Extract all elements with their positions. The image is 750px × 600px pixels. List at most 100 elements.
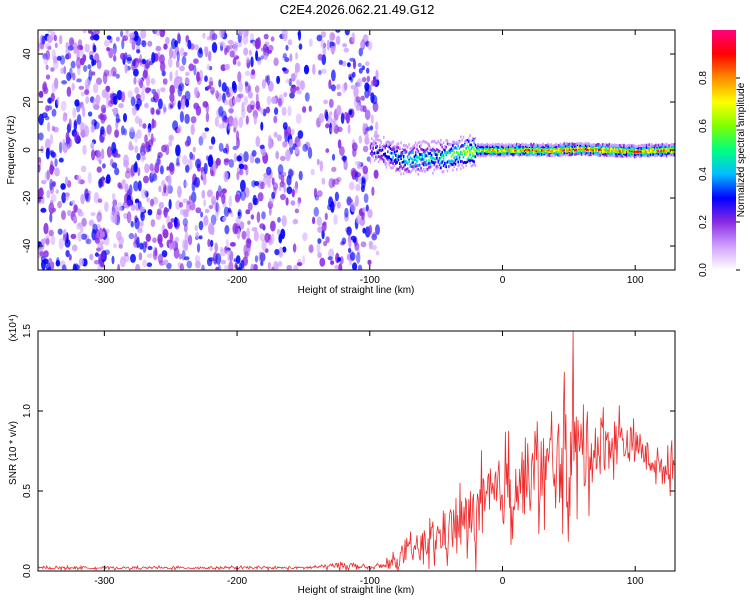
- heatmap-cell: [635, 151, 637, 155]
- heatmap-cell: [466, 139, 469, 142]
- heatmap-cell: [70, 233, 77, 240]
- heatmap-cell: [498, 146, 501, 149]
- heatmap-cell: [501, 149, 503, 152]
- heatmap-cell: [648, 143, 651, 147]
- heatmap-cell: [486, 150, 489, 154]
- heatmap-cell: [430, 153, 433, 157]
- heatmap-cell: [206, 36, 211, 41]
- heatmap-cell: [525, 148, 527, 151]
- heatmap-cell: [143, 175, 149, 184]
- heatmap-cell: [357, 177, 363, 185]
- heatmap-cell: [599, 148, 601, 151]
- heatmap-cell: [256, 57, 261, 62]
- heatmap-cell: [444, 145, 446, 148]
- heatmap-cell: [672, 150, 674, 154]
- heatmap-cell: [243, 151, 249, 163]
- heatmap-cell: [633, 144, 636, 148]
- heatmap-cell: [620, 148, 623, 152]
- heatmap-cell: [510, 152, 512, 156]
- heatmap-cell: [196, 76, 202, 85]
- heatmap-cell: [237, 93, 244, 99]
- heatmap-cell: [393, 152, 396, 155]
- heatmap-cell: [96, 77, 102, 85]
- heatmap-cell: [602, 143, 604, 146]
- heatmap-cell: [602, 144, 604, 148]
- heatmap-cell: [236, 137, 240, 149]
- heatmap-cell: [513, 150, 515, 153]
- heatmap-cell: [563, 144, 566, 148]
- heatmap-cell: [671, 150, 673, 154]
- heatmap-cell: [369, 158, 372, 162]
- heatmap-cell: [401, 167, 404, 170]
- heatmap-cell: [514, 148, 516, 152]
- heatmap-cell: [574, 142, 576, 146]
- heatmap-cell: [380, 149, 382, 153]
- heatmap-cell: [409, 164, 412, 168]
- heatmap-cell: [578, 143, 580, 146]
- heatmap-cell: [395, 169, 397, 173]
- heatmap-cell: [503, 154, 506, 158]
- heatmap-cell: [458, 153, 461, 157]
- heatmap-cell: [88, 69, 93, 81]
- heatmap-cell: [665, 151, 668, 154]
- heatmap-cell: [417, 164, 420, 167]
- heatmap-cell: [409, 147, 412, 151]
- heatmap-cell: [651, 145, 653, 149]
- heatmap-cell: [321, 177, 326, 185]
- heatmap-cell: [464, 152, 466, 156]
- heatmap-cell: [380, 163, 382, 166]
- heatmap-cell: [651, 147, 653, 150]
- heatmap-cell: [204, 208, 210, 214]
- heatmap-cell: [369, 160, 372, 164]
- heatmap-cell: [486, 145, 489, 148]
- heatmap-cell: [527, 151, 530, 154]
- heatmap-cell: [334, 191, 339, 202]
- heatmap-cell: [383, 143, 385, 147]
- heatmap-cell: [525, 151, 527, 155]
- y-tick-label: 0.5: [22, 484, 33, 498]
- heatmap-cell: [169, 104, 174, 109]
- heatmap-cell: [41, 196, 45, 204]
- heatmap-cell: [461, 151, 463, 155]
- heatmap-cell: [454, 141, 457, 145]
- heatmap-cell: [297, 141, 302, 148]
- heatmap-cell: [534, 144, 536, 148]
- heatmap-cell: [303, 64, 310, 75]
- heatmap-cell: [279, 181, 285, 188]
- heatmap-cell: [644, 152, 647, 155]
- heatmap-cell: [353, 86, 359, 98]
- heatmap-cell: [66, 72, 72, 82]
- colorbar-tick-label: 0.4: [698, 167, 709, 181]
- heatmap-cell: [616, 145, 619, 149]
- heatmap-cell: [655, 150, 657, 153]
- heatmap-cell: [462, 155, 465, 159]
- heatmap-cell: [39, 251, 44, 257]
- heatmap-cell: [203, 215, 209, 227]
- heatmap-cell: [56, 55, 62, 61]
- heatmap-cell: [462, 161, 465, 165]
- heatmap-cell: [402, 165, 405, 169]
- heatmap-cell: [655, 143, 657, 147]
- heatmap-cell: [97, 198, 103, 203]
- heatmap-cell: [438, 149, 441, 153]
- heatmap-cell: [614, 145, 616, 148]
- heatmap-cell: [375, 69, 379, 81]
- heatmap-cell: [611, 143, 613, 147]
- heatmap-cell: [45, 138, 51, 151]
- heatmap-cell: [555, 142, 558, 146]
- y-tick-label: 0.0: [22, 564, 33, 578]
- heatmap-cell: [409, 170, 412, 174]
- heatmap-cell: [273, 186, 277, 196]
- heatmap-cell: [582, 143, 584, 146]
- heatmap-cell: [429, 165, 432, 169]
- heatmap-cell: [661, 149, 664, 153]
- heatmap-cell: [335, 35, 341, 45]
- heatmap-cell: [366, 67, 370, 74]
- heatmap-cell: [458, 147, 461, 150]
- heatmap-cell: [417, 156, 420, 159]
- heatmap-cell: [588, 146, 591, 150]
- heatmap-cell: [602, 150, 604, 154]
- heatmap-cell: [375, 136, 377, 140]
- heatmap-cell: [347, 198, 354, 203]
- heatmap-cell: [60, 67, 64, 75]
